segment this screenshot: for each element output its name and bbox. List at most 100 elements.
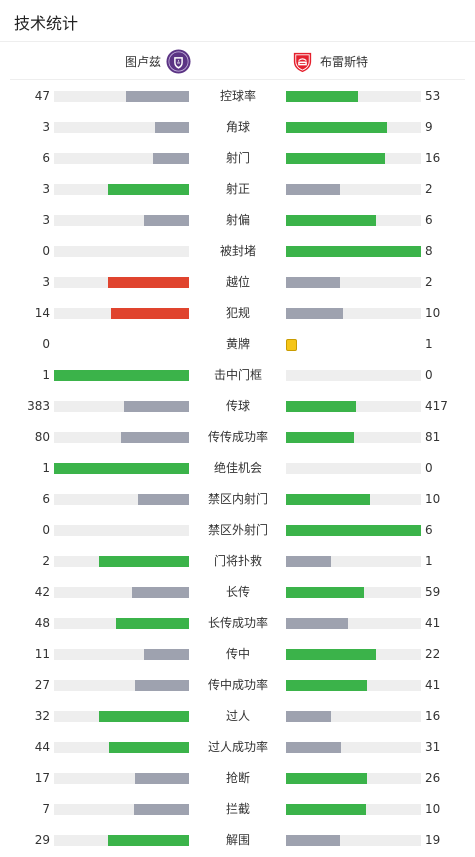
- away-value: 41: [425, 678, 441, 692]
- away-bar-fill: [286, 277, 340, 288]
- home-value: 48: [34, 616, 50, 630]
- away-bar-track: [286, 649, 421, 660]
- home-bar-track: [54, 277, 189, 288]
- home-bar-fill: [144, 649, 189, 660]
- home-value: 47: [34, 89, 50, 103]
- home-bar-fill: [135, 773, 189, 784]
- away-value: 81: [425, 430, 441, 444]
- away-bar-track: [286, 835, 421, 846]
- away-bar-track: [286, 277, 421, 288]
- home-value: 3: [42, 213, 50, 227]
- away-bar-fill: [286, 122, 387, 133]
- home-bar-fill: [153, 153, 189, 164]
- home-value: 80: [34, 430, 50, 444]
- away-team[interactable]: 布雷斯特: [290, 48, 368, 74]
- stat-row: 80 传传成功率 81: [0, 422, 475, 453]
- away-value: 8: [425, 244, 433, 258]
- away-bar-track: [286, 680, 421, 691]
- home-bar-track: [54, 122, 189, 133]
- away-bar-track: [286, 184, 421, 195]
- stat-label: 禁区内射门: [207, 492, 268, 506]
- stat-label: 解围: [225, 833, 250, 847]
- away-bar-track: [286, 308, 421, 319]
- home-bar-track: [54, 153, 189, 164]
- stat-label: 射门: [225, 151, 250, 165]
- away-value: 10: [425, 306, 441, 320]
- away-bar-fill: [286, 773, 367, 784]
- home-bar-fill: [108, 184, 189, 195]
- home-bar-fill: [126, 91, 189, 102]
- home-bar-track: [54, 804, 189, 815]
- stat-label: 角球: [225, 120, 250, 134]
- stat-row: 6 禁区内射门 10: [0, 484, 475, 515]
- stat-label: 过人: [225, 709, 250, 723]
- home-bar-track: [54, 525, 189, 536]
- away-bar-fill: [286, 835, 340, 846]
- stat-row: 3 射偏 6: [0, 205, 475, 236]
- home-bar-fill: [144, 215, 189, 226]
- home-value: 3: [42, 120, 50, 134]
- home-value: 7: [42, 802, 50, 816]
- away-value: 53: [425, 89, 441, 103]
- stat-row: 27 传中成功率 41: [0, 670, 475, 701]
- toulouse-crest-icon: [166, 48, 191, 74]
- away-bar-track: [286, 215, 421, 226]
- away-bar-track: [286, 804, 421, 815]
- home-bar-fill: [155, 122, 189, 133]
- away-value: 6: [425, 213, 433, 227]
- home-bar-fill: [116, 618, 189, 629]
- home-bar-track: [54, 215, 189, 226]
- away-bar-fill: [286, 401, 356, 412]
- home-bar-track: [54, 432, 189, 443]
- home-value: 1: [42, 368, 50, 382]
- stat-row: 0 被封堵 8: [0, 236, 475, 267]
- home-value: 3: [42, 275, 50, 289]
- away-bar-track: [286, 401, 421, 412]
- stat-label: 绝佳机会: [213, 461, 262, 475]
- stat-row: 17 抢断 26: [0, 763, 475, 794]
- home-value: 27: [34, 678, 50, 692]
- home-bar-fill: [111, 308, 189, 319]
- stat-row: 1 击中门框 0: [0, 360, 475, 391]
- stat-row: 2 门将扑救 1: [0, 546, 475, 577]
- away-value: 0: [425, 461, 433, 475]
- stat-row: 14 犯规 10: [0, 298, 475, 329]
- home-bar-track: [54, 835, 189, 846]
- home-bar-track: [54, 618, 189, 629]
- away-bar-fill: [286, 649, 376, 660]
- stat-row: 383 传球 417: [0, 391, 475, 422]
- away-bar-fill: [286, 308, 343, 319]
- stat-label: 门将扑救: [213, 554, 262, 568]
- stat-row: 32 过人 16: [0, 701, 475, 732]
- away-bar-track: [286, 773, 421, 784]
- home-value: 14: [34, 306, 50, 320]
- home-bar-track: [54, 370, 189, 381]
- home-value: 44: [34, 740, 50, 754]
- away-value: 10: [425, 802, 441, 816]
- home-bar-track: [54, 649, 189, 660]
- home-team[interactable]: 图卢兹: [125, 48, 191, 74]
- stat-label: 黄牌: [225, 337, 250, 351]
- away-bar-track: [286, 711, 421, 722]
- stat-label: 禁区外射门: [207, 523, 268, 537]
- away-bar-track: [286, 618, 421, 629]
- home-bar-fill: [135, 680, 189, 691]
- stat-row: 7 拦截 10: [0, 794, 475, 825]
- stat-row: 0 禁区外射门 6: [0, 515, 475, 546]
- away-value: 6: [425, 523, 433, 537]
- stat-label: 击中门框: [213, 368, 262, 382]
- home-bar-track: [54, 184, 189, 195]
- away-bar-track: [286, 153, 421, 164]
- home-bar-fill: [134, 804, 189, 815]
- home-value: 383: [27, 399, 50, 413]
- teams-divider: [10, 79, 465, 80]
- away-value: 31: [425, 740, 441, 754]
- away-value: 2: [425, 182, 433, 196]
- away-bar-fill: [286, 742, 341, 753]
- stat-label: 控球率: [219, 89, 256, 103]
- stat-label: 拦截: [225, 802, 250, 816]
- home-value: 17: [34, 771, 50, 785]
- away-value: 16: [425, 151, 441, 165]
- home-bar-track: [54, 308, 189, 319]
- home-value: 29: [34, 833, 50, 847]
